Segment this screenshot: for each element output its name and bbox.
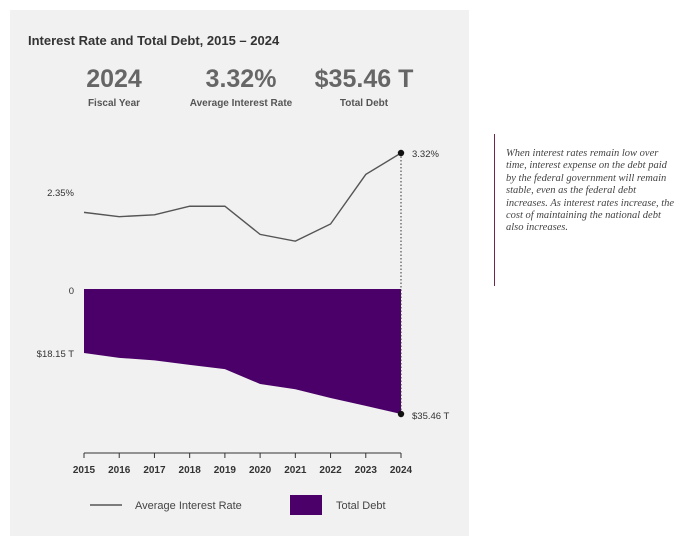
x-tick-label-2021: 2021 [284, 465, 307, 476]
note-box: When interest rates remain low over time… [494, 134, 679, 286]
legend-rate-label: Average Interest Rate [135, 500, 242, 512]
stat-total-debt-value: $35.46 T [314, 65, 414, 93]
x-tick-label-2024: 2024 [390, 465, 413, 476]
x-tick-label-2019: 2019 [214, 465, 237, 476]
debt-area-group [84, 289, 401, 414]
x-tick-label-2015: 2015 [73, 465, 96, 476]
legend-debt-label: Total Debt [336, 500, 386, 512]
rate-end-label: 3.32% [412, 149, 439, 160]
stat-total-debt-label: Total Debt [339, 98, 389, 109]
stat-fiscal-year: 2024 Fiscal Year [74, 64, 154, 109]
stat-fiscal-year-label: Fiscal Year [87, 98, 141, 109]
rate-line-group [83, 152, 402, 242]
stat-fiscal-year-value: 2024 [86, 65, 142, 93]
end-points [397, 149, 405, 418]
rate-end-point [397, 149, 405, 157]
stat-interest-rate-label: Average Interest Rate [189, 98, 293, 109]
note-text: When interest rates remain low over time… [506, 148, 675, 234]
debt-end-point [397, 410, 405, 418]
chart-title: Interest Rate and Total Debt, 2015 – 202… [28, 33, 280, 48]
debt-area [84, 289, 401, 414]
x-axis-ticks: 2015 2016 2017 2018 2019 2020 2021 2022 2023 2024 [73, 453, 413, 476]
x-tick-label-2022: 2022 [319, 465, 342, 476]
chart-panel [10, 10, 469, 536]
x-tick-label-2016: 2016 [108, 465, 131, 476]
debt-start-label: $18.15 T [37, 349, 75, 360]
x-tick-label-2020: 2020 [249, 465, 272, 476]
stat-interest-rate-value: 3.32% [205, 65, 277, 93]
rate-start-label: 2.35% [47, 188, 74, 199]
x-tick-label-2023: 2023 [355, 465, 378, 476]
stat-total-debt: $35.46 T Total Debt [305, 64, 423, 109]
debt-zero-label: 0 [69, 286, 74, 297]
rate-line [83, 152, 402, 242]
legend-debt-swatch [290, 495, 322, 515]
x-tick-label-2018: 2018 [179, 465, 202, 476]
legend: Average Interest Rate Total Debt [90, 495, 386, 515]
stat-interest-rate: 3.32% Average Interest Rate [186, 64, 296, 109]
debt-end-label: $35.46 T [412, 411, 450, 422]
x-tick-label-2017: 2017 [143, 465, 166, 476]
